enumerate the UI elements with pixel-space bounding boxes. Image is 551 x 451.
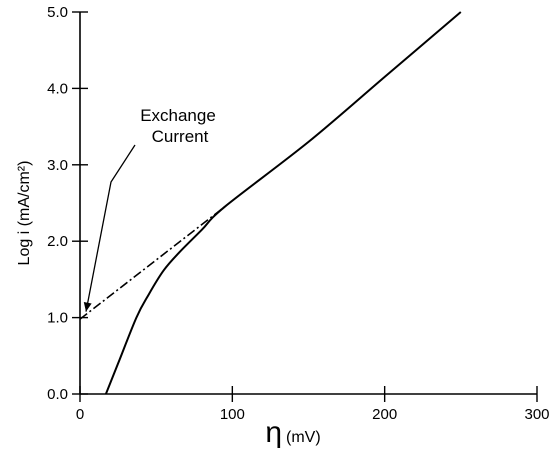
x-axis-label: η (mV) <box>265 416 320 449</box>
y-tick-label: 0.0 <box>47 386 68 403</box>
x-tick-label: 100 <box>220 406 245 423</box>
x-axis-label-symbol: η <box>265 416 282 449</box>
y-tick-label: 5.0 <box>47 4 68 21</box>
x-axis-label-unit: (mV) <box>286 429 321 446</box>
x-tick-label: 0 <box>76 406 84 423</box>
tafel-extrapolation-line <box>79 206 226 320</box>
annotation-text-line-2: Current <box>152 127 209 146</box>
y-tick-label: 2.0 <box>47 233 68 250</box>
y-tick-label: 3.0 <box>47 157 68 174</box>
series-layer <box>79 11 462 395</box>
x-tick-label: 300 <box>524 406 549 423</box>
axes: 0.0 1.0 2.0 3.0 4.0 5.0 0 100 200 300 Log i (mA/cm… <box>16 4 550 449</box>
annotation-leader-line <box>85 144 136 312</box>
annotation-text-line-1: Exchange <box>140 106 216 125</box>
annotation-arrowhead <box>83 302 92 312</box>
y-axis-label: Log i (mA/cm²) <box>16 161 33 266</box>
y-tick-label: 4.0 <box>47 80 68 97</box>
annotation-layer: Exchange Current <box>83 106 216 312</box>
x-tick-label: 200 <box>372 406 397 423</box>
polarization-curve-line <box>104 11 462 395</box>
y-tick-label: 1.0 <box>47 310 68 327</box>
